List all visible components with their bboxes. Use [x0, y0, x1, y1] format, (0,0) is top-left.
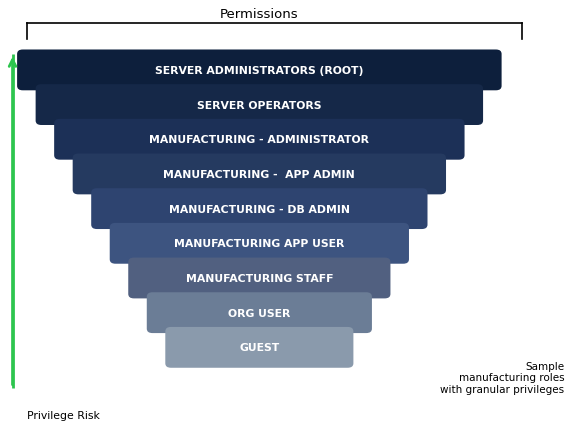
FancyBboxPatch shape: [73, 154, 446, 195]
FancyBboxPatch shape: [36, 85, 483, 126]
FancyBboxPatch shape: [110, 223, 409, 264]
FancyBboxPatch shape: [165, 327, 353, 368]
Text: Permissions: Permissions: [220, 8, 299, 21]
FancyBboxPatch shape: [128, 258, 390, 299]
Text: SERVER OPERATORS: SERVER OPERATORS: [197, 100, 321, 110]
FancyBboxPatch shape: [147, 293, 372, 333]
Text: Privilege Risk: Privilege Risk: [27, 410, 100, 420]
FancyBboxPatch shape: [54, 120, 465, 160]
Text: ORG USER: ORG USER: [228, 308, 291, 318]
Text: MANUFACTURING APP USER: MANUFACTURING APP USER: [174, 239, 344, 249]
Text: GUEST: GUEST: [239, 343, 279, 353]
Text: MANUFACTURING - DB ADMIN: MANUFACTURING - DB ADMIN: [169, 204, 350, 214]
Text: MANUFACTURING - ADMINISTRATOR: MANUFACTURING - ADMINISTRATOR: [149, 135, 369, 145]
Text: MANUFACTURING -  APP ADMIN: MANUFACTURING - APP ADMIN: [164, 170, 355, 180]
Text: SERVER ADMINISTRATORS (ROOT): SERVER ADMINISTRATORS (ROOT): [155, 66, 364, 76]
FancyBboxPatch shape: [17, 50, 502, 91]
FancyBboxPatch shape: [91, 189, 427, 230]
Text: MANUFACTURING STAFF: MANUFACTURING STAFF: [186, 273, 333, 283]
Text: Sample
manufacturing roles
with granular privileges: Sample manufacturing roles with granular…: [440, 361, 564, 394]
